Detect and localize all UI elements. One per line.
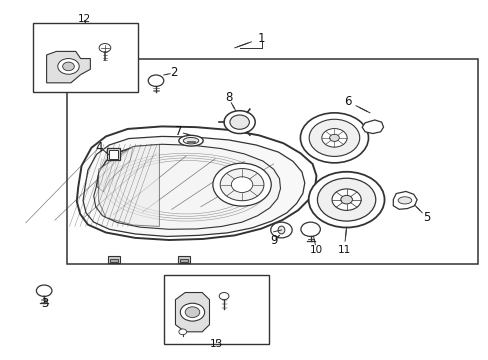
Text: 5: 5: [422, 211, 429, 224]
Bar: [180, 258, 187, 262]
Circle shape: [148, 75, 163, 86]
Circle shape: [308, 172, 384, 228]
Circle shape: [231, 177, 252, 193]
Polygon shape: [99, 144, 159, 226]
Circle shape: [300, 113, 368, 163]
Circle shape: [317, 178, 375, 221]
Bar: [33, 23, 137, 93]
Circle shape: [62, 62, 74, 71]
Circle shape: [229, 115, 249, 129]
Polygon shape: [83, 136, 304, 237]
Circle shape: [270, 222, 291, 238]
Bar: [67, 59, 477, 264]
Text: 6: 6: [343, 95, 350, 108]
Bar: [110, 258, 118, 262]
Text: 9: 9: [269, 234, 277, 247]
Polygon shape: [362, 120, 383, 134]
Circle shape: [36, 285, 52, 296]
Text: 10: 10: [309, 245, 323, 255]
Text: 13: 13: [209, 339, 223, 348]
Text: 7: 7: [175, 125, 182, 138]
Circle shape: [329, 134, 339, 141]
Polygon shape: [46, 51, 90, 83]
Polygon shape: [175, 293, 209, 332]
Circle shape: [219, 293, 228, 300]
Circle shape: [180, 303, 204, 321]
Bar: [109, 150, 117, 159]
Circle shape: [308, 119, 359, 157]
Circle shape: [185, 307, 200, 318]
Bar: [178, 256, 189, 263]
Circle shape: [99, 44, 111, 52]
Ellipse shape: [183, 138, 199, 144]
Circle shape: [321, 129, 346, 147]
Circle shape: [300, 222, 320, 237]
Circle shape: [220, 168, 264, 201]
Circle shape: [179, 329, 186, 335]
Bar: [164, 275, 268, 344]
Text: 4: 4: [96, 141, 103, 154]
Polygon shape: [94, 144, 280, 229]
Text: 3: 3: [41, 297, 49, 310]
Text: 8: 8: [224, 91, 232, 104]
Text: 2: 2: [170, 66, 177, 79]
Ellipse shape: [179, 135, 203, 146]
Polygon shape: [392, 192, 416, 209]
Bar: [107, 148, 119, 160]
Polygon shape: [77, 126, 316, 240]
Circle shape: [331, 189, 361, 210]
Text: 12: 12: [77, 14, 90, 24]
Ellipse shape: [278, 226, 285, 234]
Text: 11: 11: [337, 245, 350, 255]
Circle shape: [340, 195, 352, 204]
Ellipse shape: [397, 197, 411, 204]
Text: 1: 1: [257, 32, 264, 45]
Circle shape: [212, 163, 271, 206]
Circle shape: [58, 59, 79, 74]
Bar: [108, 256, 120, 263]
Circle shape: [224, 111, 255, 134]
